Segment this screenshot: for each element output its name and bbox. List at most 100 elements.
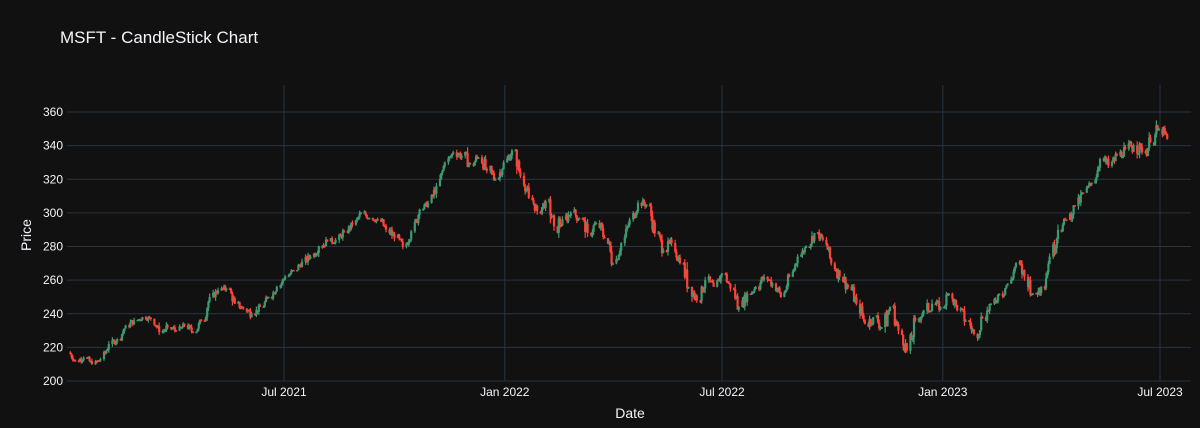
- candle[interactable]: [598, 220, 601, 229]
- candle[interactable]: [1097, 165, 1100, 172]
- candle[interactable]: [490, 165, 493, 175]
- candle[interactable]: [902, 334, 905, 351]
- candle[interactable]: [1065, 219, 1068, 222]
- candle[interactable]: [1079, 189, 1082, 207]
- candle[interactable]: [1107, 155, 1110, 168]
- candle[interactable]: [292, 269, 295, 272]
- candle[interactable]: [801, 248, 804, 258]
- candle[interactable]: [263, 300, 266, 308]
- candle[interactable]: [1068, 212, 1072, 221]
- candle[interactable]: [231, 291, 234, 306]
- candle[interactable]: [1128, 140, 1132, 144]
- candle[interactable]: [314, 252, 317, 258]
- candle[interactable]: [1077, 193, 1080, 210]
- candle[interactable]: [668, 239, 671, 245]
- candle[interactable]: [1112, 156, 1115, 163]
- candle[interactable]: [424, 202, 427, 207]
- candle[interactable]: [754, 285, 757, 290]
- candle[interactable]: [749, 293, 752, 296]
- candle[interactable]: [737, 305, 740, 312]
- candle[interactable]: [1037, 287, 1040, 295]
- candle[interactable]: [248, 309, 251, 312]
- candle[interactable]: [626, 226, 629, 232]
- candle[interactable]: [287, 273, 290, 278]
- candle[interactable]: [77, 359, 80, 363]
- candle[interactable]: [1110, 160, 1114, 168]
- candle[interactable]: [573, 207, 576, 214]
- candle[interactable]: [1149, 134, 1152, 143]
- candle[interactable]: [785, 284, 788, 292]
- candle[interactable]: [330, 236, 334, 245]
- candle[interactable]: [416, 219, 419, 224]
- candle[interactable]: [682, 262, 685, 265]
- candle[interactable]: [128, 323, 131, 329]
- candle[interactable]: [659, 235, 662, 243]
- candle[interactable]: [195, 331, 198, 334]
- candle[interactable]: [422, 208, 425, 211]
- candle[interactable]: [179, 326, 182, 329]
- candle[interactable]: [1096, 166, 1099, 178]
- candle[interactable]: [988, 303, 991, 315]
- candle[interactable]: [568, 214, 571, 217]
- candle[interactable]: [188, 323, 191, 330]
- candle[interactable]: [1070, 211, 1073, 222]
- candle[interactable]: [315, 252, 318, 257]
- candle[interactable]: [406, 242, 409, 246]
- candle[interactable]: [657, 230, 660, 235]
- candle[interactable]: [408, 239, 412, 243]
- candle[interactable]: [926, 299, 929, 314]
- candle[interactable]: [508, 154, 511, 161]
- candle[interactable]: [375, 218, 378, 224]
- candle[interactable]: [72, 359, 76, 362]
- candle[interactable]: [701, 286, 704, 293]
- candle[interactable]: [316, 250, 319, 256]
- candle[interactable]: [288, 273, 292, 277]
- candle[interactable]: [82, 356, 85, 362]
- candle[interactable]: [418, 208, 421, 219]
- candle[interactable]: [777, 287, 780, 293]
- candle[interactable]: [407, 238, 410, 247]
- candle[interactable]: [155, 324, 158, 329]
- candle[interactable]: [384, 224, 388, 233]
- candle[interactable]: [69, 351, 72, 355]
- candle[interactable]: [833, 261, 836, 272]
- candle[interactable]: [533, 203, 536, 213]
- candle[interactable]: [741, 297, 744, 308]
- candle[interactable]: [474, 154, 478, 163]
- candle[interactable]: [880, 327, 883, 329]
- candle[interactable]: [308, 254, 311, 261]
- candle[interactable]: [669, 237, 672, 245]
- candle[interactable]: [1131, 145, 1134, 154]
- candle[interactable]: [312, 252, 316, 259]
- candle[interactable]: [1026, 273, 1030, 292]
- candle[interactable]: [1060, 229, 1063, 233]
- candle[interactable]: [1102, 157, 1105, 162]
- candle[interactable]: [389, 227, 392, 236]
- candle[interactable]: [452, 150, 455, 155]
- candle[interactable]: [324, 236, 328, 247]
- candle[interactable]: [609, 241, 612, 253]
- candle[interactable]: [675, 249, 678, 261]
- candle[interactable]: [1163, 125, 1166, 135]
- candle[interactable]: [254, 313, 257, 316]
- candle[interactable]: [1014, 262, 1018, 269]
- candle[interactable]: [760, 276, 763, 285]
- candle[interactable]: [843, 273, 846, 284]
- candle[interactable]: [708, 276, 712, 283]
- candle[interactable]: [491, 169, 494, 176]
- candle[interactable]: [540, 207, 544, 216]
- candle[interactable]: [70, 352, 73, 359]
- candle[interactable]: [440, 172, 443, 181]
- candle[interactable]: [1138, 141, 1141, 159]
- candle[interactable]: [270, 296, 274, 300]
- candle[interactable]: [98, 360, 101, 362]
- candle[interactable]: [96, 360, 100, 363]
- candle[interactable]: [852, 283, 856, 303]
- candle[interactable]: [1054, 245, 1057, 255]
- candle[interactable]: [836, 268, 839, 280]
- candle[interactable]: [945, 291, 948, 310]
- candle[interactable]: [1022, 269, 1025, 276]
- candle[interactable]: [567, 211, 570, 224]
- candle[interactable]: [71, 354, 74, 362]
- candle[interactable]: [903, 344, 906, 353]
